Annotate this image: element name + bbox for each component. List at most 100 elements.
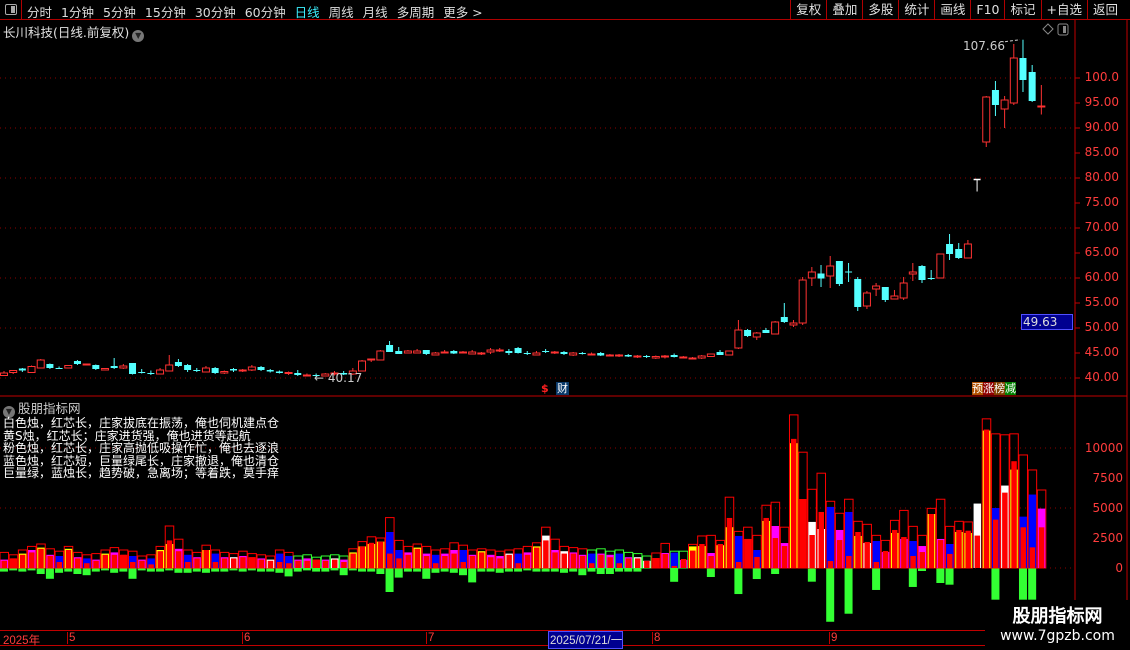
fill-bar xyxy=(670,552,679,568)
panel-toggle-icon[interactable] xyxy=(1057,23,1069,36)
candle-body xyxy=(946,244,954,254)
indicator-bar xyxy=(880,539,891,569)
candle xyxy=(100,368,109,371)
candle-body xyxy=(817,273,825,279)
date-label: 2025年 xyxy=(3,635,41,647)
indicator-bar xyxy=(229,553,239,571)
negative-bar xyxy=(559,568,568,573)
tab-period-more[interactable]: 更多 > xyxy=(443,5,483,20)
high-arrow xyxy=(1004,39,1021,43)
candle-body xyxy=(872,285,881,290)
rank-badge[interactable]: 预 涨 榜 减 xyxy=(972,382,1016,395)
core-bar xyxy=(442,556,448,568)
core-bar xyxy=(901,537,907,568)
tab-period-daily[interactable]: 日线 xyxy=(294,5,320,20)
candle-body xyxy=(294,373,302,375)
candle-body xyxy=(440,351,449,354)
candle xyxy=(247,365,256,371)
overlay-button[interactable]: 叠加 xyxy=(826,0,862,20)
candle-body xyxy=(422,350,430,354)
candle xyxy=(798,277,807,325)
candle xyxy=(165,355,174,372)
indicator-bar xyxy=(146,554,156,572)
core-bar xyxy=(175,551,182,568)
tab-period-15min[interactable]: 15分钟 xyxy=(144,5,186,20)
diamond-icon[interactable] xyxy=(1042,23,1054,35)
candle-body xyxy=(1000,99,1009,110)
dollar-marker[interactable]: $ xyxy=(541,382,549,395)
chevron-down-icon[interactable]: ▼ xyxy=(3,406,15,418)
volume-tick: 5000 xyxy=(1092,501,1123,515)
tab-period-60min[interactable]: 60分钟 xyxy=(244,5,286,20)
core-bar xyxy=(249,557,255,568)
description-line: 蓝色烛，红芯短，巨量绿尾长，庄家撤退，俺也清仓 xyxy=(3,453,280,468)
negative-bar xyxy=(0,568,8,572)
f10-button[interactable]: F10 xyxy=(970,0,1004,20)
candle xyxy=(395,347,403,354)
mark-button[interactable]: 标记 xyxy=(1004,0,1040,20)
indicator-bar xyxy=(173,538,184,573)
candle-body xyxy=(9,370,18,373)
tab-period-monthly[interactable]: 月线 xyxy=(362,5,388,20)
core-bar xyxy=(93,560,99,568)
candle xyxy=(486,348,495,354)
candle xyxy=(679,356,688,359)
indicator-bar xyxy=(614,549,625,572)
candle xyxy=(771,321,780,335)
candle-body xyxy=(523,353,531,354)
candle-body xyxy=(193,370,201,371)
draw-line-button[interactable]: 画线 xyxy=(934,0,970,20)
negative-bar xyxy=(734,568,743,595)
negative-bar xyxy=(238,568,247,572)
candle xyxy=(963,240,972,259)
restore-rights-button[interactable]: 复权 xyxy=(790,0,826,20)
core-bar xyxy=(570,553,577,568)
indicator-bar xyxy=(357,541,368,572)
sidebar-toggle-button[interactable] xyxy=(0,0,22,20)
tab-period-weekly[interactable]: 周线 xyxy=(328,5,354,20)
tab-period-5min[interactable]: 5分钟 xyxy=(102,5,136,20)
core-bar xyxy=(552,552,558,568)
chart-title[interactable]: 长川科技(日线.前复权) ▼ xyxy=(3,22,145,42)
negative-bar xyxy=(137,568,146,571)
multi-stock-button[interactable]: 多股 xyxy=(862,0,898,20)
finance-badge[interactable]: 财 xyxy=(556,382,569,395)
candle xyxy=(201,366,210,373)
candle xyxy=(358,360,367,372)
core-bar xyxy=(919,552,925,568)
indicator-bar xyxy=(421,545,432,579)
chevron-down-icon[interactable]: ▼ xyxy=(132,30,145,42)
candle-body xyxy=(129,363,137,374)
candle-body xyxy=(18,368,26,371)
tab-period-fenshi[interactable]: 分时 xyxy=(27,5,53,20)
indicator-title[interactable]: ▼ 股朋指标网 xyxy=(3,398,81,418)
candle-body xyxy=(725,350,734,356)
negative-bar xyxy=(211,568,220,572)
candle-body xyxy=(744,330,752,336)
indicator-bar xyxy=(587,549,597,572)
candle xyxy=(633,355,642,358)
statistics-button[interactable]: 统计 xyxy=(898,0,934,20)
indicator-bar xyxy=(522,545,533,571)
negative-bar xyxy=(523,568,532,571)
negative-bar xyxy=(468,568,477,583)
core-bar xyxy=(432,563,439,568)
tab-period-1min[interactable]: 1分钟 xyxy=(61,5,94,20)
negative-bar xyxy=(275,568,284,573)
tab-period-30min[interactable]: 30分钟 xyxy=(194,5,236,20)
description-line: 白色烛，红芯长，庄家拔底在振荡，俺也伺机建点仓 xyxy=(3,416,280,430)
core-bar xyxy=(1020,527,1026,568)
candle xyxy=(64,365,73,369)
candle-body xyxy=(495,349,504,352)
tab-period-multi[interactable]: 多周期 xyxy=(396,5,435,20)
core-bar xyxy=(212,562,219,568)
core-bar xyxy=(937,540,944,568)
add-watchlist-button[interactable]: +自选 xyxy=(1040,0,1087,20)
candle-body xyxy=(486,349,495,353)
back-button[interactable]: 返回 xyxy=(1086,0,1128,20)
candle-body xyxy=(386,345,394,352)
candle-body xyxy=(660,355,669,358)
current-price-label: 49.63 xyxy=(1021,314,1073,330)
candle xyxy=(854,277,862,311)
